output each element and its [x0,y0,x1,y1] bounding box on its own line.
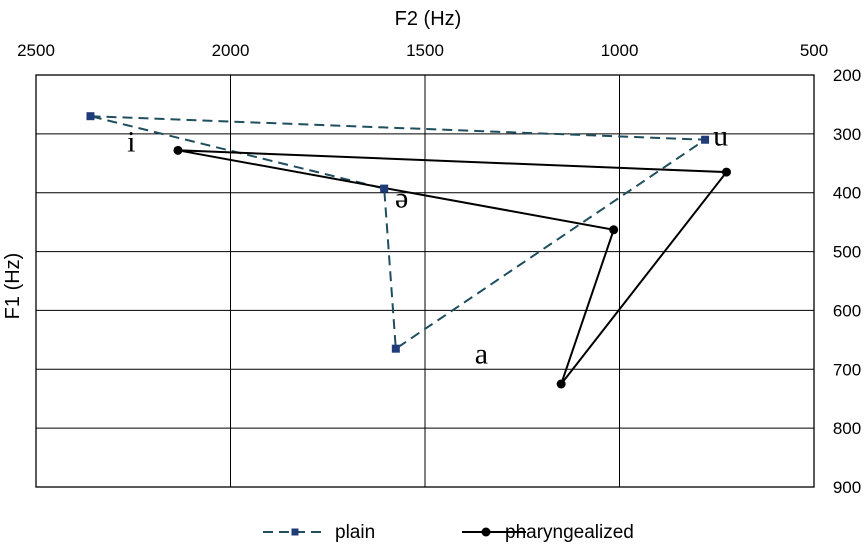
x-axis-ticks: 2500 2000 1500 1000 500 [17,41,828,60]
point-plain-u [701,135,710,144]
y-tick-label: 800 [833,419,861,438]
y-tick-label: 700 [833,360,861,379]
vowel-label-i: i [127,126,135,159]
series-line-plain [90,115,709,351]
legend: plain pharyngealized [263,522,634,543]
point-plain-a [391,344,400,353]
y-tick-label: 600 [833,301,861,320]
point-plain-i [86,112,95,121]
x-tick-label: 2000 [212,41,250,60]
legend-label-pharyngealized: pharyngealized [505,522,634,543]
x-axis-title: F2 (Hz) [395,8,462,30]
y-axis-ticks: 200 300 400 500 600 700 800 900 [833,66,861,497]
x-tick-label: 2500 [17,41,55,60]
legend-label-plain: plain [335,522,375,543]
point-plain-ə [380,184,389,193]
x-tick-label: 500 [800,41,828,60]
series-layer [86,112,731,389]
grid [35,74,815,488]
legend-marker-plain [291,528,299,536]
y-tick-label: 300 [833,125,861,144]
point-pharyngealized-ə [609,225,619,235]
x-tick-label: 1500 [406,41,444,60]
y-tick-label: 200 [833,66,861,85]
vowel-label-u: u [713,120,728,153]
plot-border [35,74,815,488]
vowel-label-a: a [475,337,488,370]
point-pharyngealized-i [173,145,183,155]
point-pharyngealized-u [721,167,731,177]
y-tick-label: 500 [833,243,861,262]
y-tick-label: 400 [833,184,861,203]
point-pharyngealized-a [556,379,566,389]
legend-marker-pharyngealized [481,527,491,537]
vowel-labels: i u ə a [127,120,728,371]
x-tick-label: 1000 [601,41,639,60]
vowel-label-ə: ə [395,181,408,214]
y-axis-title: F1 (Hz) [2,253,24,320]
y-tick-label: 900 [833,478,861,497]
series-line-pharyngealized [177,149,729,385]
